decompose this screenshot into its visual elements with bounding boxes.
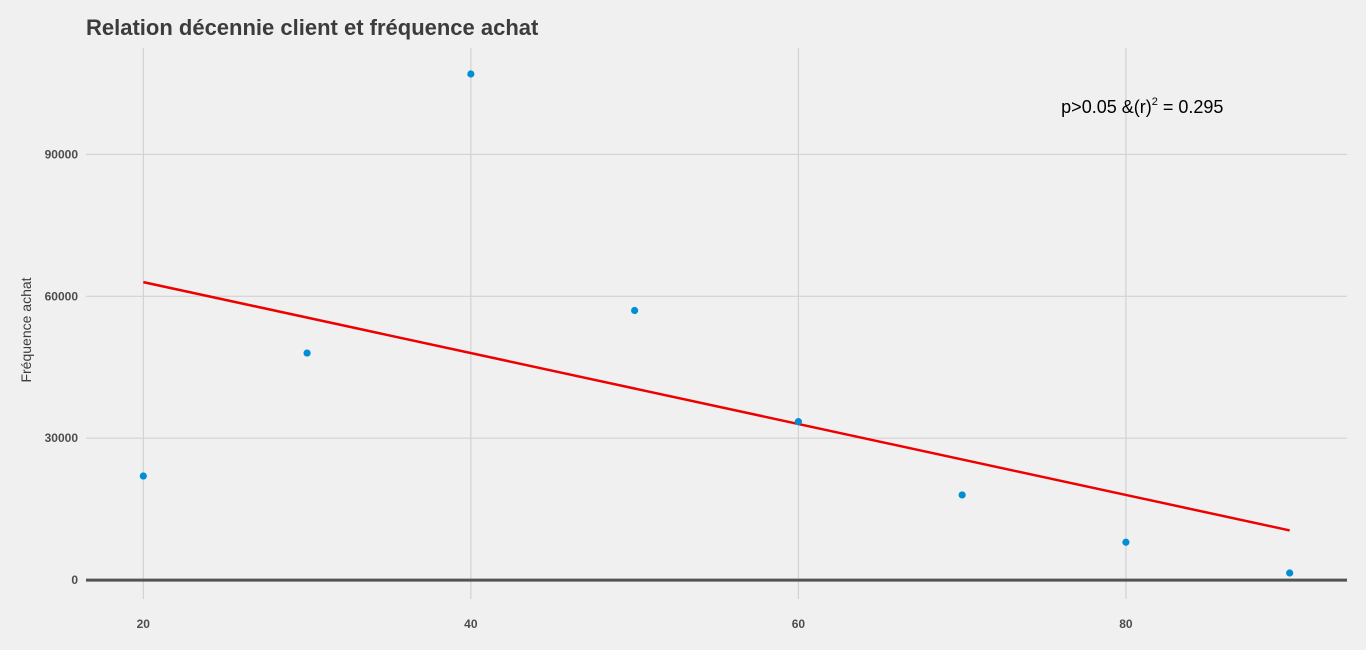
data-point (631, 306, 639, 315)
x-tick-label: 60 (792, 617, 806, 631)
x-tick-labels: 20 40 60 80 (137, 617, 1133, 631)
chart-title: Relation décennie client et fréquence ac… (86, 15, 539, 40)
y-tick-label: 0 (71, 573, 78, 587)
annotation-superscript: 2 (1152, 96, 1158, 108)
data-point (467, 70, 475, 78)
annotation-prefix: p>0.05 &(r) (1061, 97, 1152, 117)
data-point (958, 491, 966, 499)
data-point (1286, 569, 1294, 577)
data-points (139, 70, 1294, 577)
x-tick-label: 40 (464, 617, 478, 631)
data-point (139, 472, 147, 480)
y-axis-label: Fréquence achat (18, 277, 34, 382)
x-gridlines (142, 48, 1127, 599)
y-tick-labels: 0 30000 60000 90000 (45, 147, 79, 587)
y-tick-label: 90000 (45, 147, 79, 161)
annotation-suffix: = 0.295 (1158, 97, 1224, 117)
y-tick-label: 30000 (45, 431, 79, 445)
data-point (794, 418, 802, 426)
y-gridlines (86, 153, 1347, 439)
regression-line (143, 280, 1290, 532)
data-point (303, 349, 311, 357)
x-tick-label: 20 (137, 617, 151, 631)
y-tick-label: 60000 (45, 289, 79, 303)
data-point (1122, 538, 1130, 546)
x-tick-label: 80 (1119, 617, 1133, 631)
stats-annotation: p>0.05 &(r)2 = 0.295 (1061, 96, 1223, 117)
